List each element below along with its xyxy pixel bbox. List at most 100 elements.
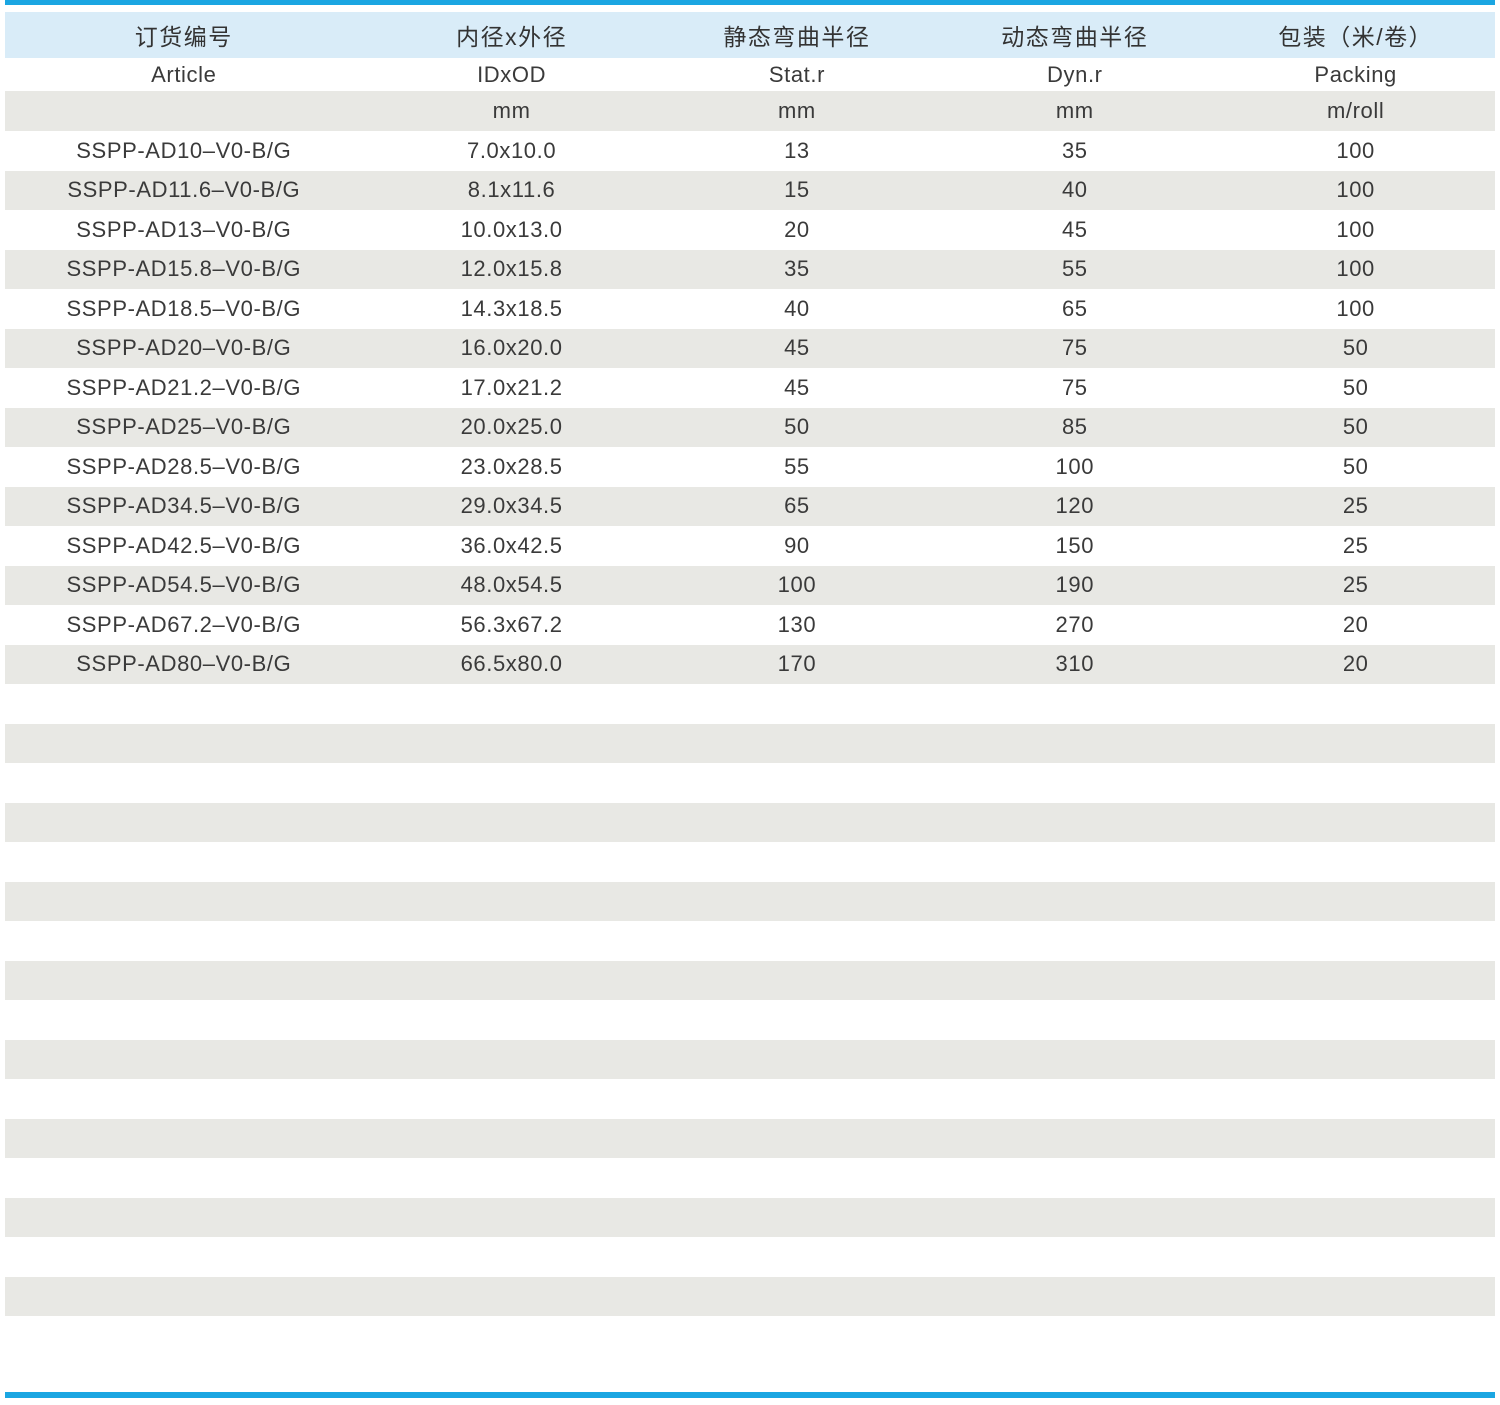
- table-row: SSPP-AD34.5–V0-B/G 29.0x34.5 65 120 25: [5, 486, 1495, 526]
- table-row: SSPP-AD67.2–V0-B/G 56.3x67.2 130 270 20: [5, 605, 1495, 645]
- table-row: SSPP-AD15.8–V0-B/G 12.0x15.8 35 55 100: [5, 249, 1495, 289]
- column-header-en-article: Article: [151, 61, 217, 87]
- cell-packing: 50: [1342, 374, 1369, 400]
- column-header-zh-dyn-r: 动态弯曲半径: [1001, 24, 1149, 50]
- cell-packing: 25: [1342, 572, 1369, 598]
- column-unit-dyn-r: mm: [1055, 98, 1094, 123]
- cell-dyn-r: 65: [1061, 295, 1088, 321]
- cell-packing: 50: [1342, 335, 1369, 361]
- cell-dyn-r: 120: [1055, 493, 1095, 519]
- table-row: SSPP-AD18.5–V0-B/G 14.3x18.5 40 65 100: [5, 289, 1495, 329]
- cell-dyn-r: 85: [1061, 414, 1088, 440]
- empty-row: [5, 1118, 1495, 1158]
- cell-article: SSPP-AD21.2–V0-B/G: [66, 374, 302, 400]
- cell-article: SSPP-AD28.5–V0-B/G: [66, 453, 302, 479]
- empty-row: [5, 921, 1495, 961]
- cell-stat-r: 45: [784, 374, 810, 400]
- cell-dyn-r: 270: [1055, 611, 1095, 637]
- cell-article: SSPP-AD42.5–V0-B/G: [66, 532, 302, 558]
- table-row: SSPP-AD10–V0-B/G 7.0x10.0 13 35 100: [5, 131, 1495, 171]
- bottom-accent-rule: [5, 1392, 1495, 1398]
- column-header-zh-idxod: 内径x外径: [456, 24, 568, 50]
- cell-idxod: 48.0x54.5: [460, 572, 563, 598]
- cell-stat-r: 15: [784, 177, 810, 203]
- cell-dyn-r: 310: [1055, 651, 1095, 677]
- cell-stat-r: 40: [784, 295, 810, 321]
- cell-stat-r: 50: [784, 414, 810, 440]
- cell-packing: 100: [1336, 295, 1375, 321]
- column-header-zh-packing: 包装（米/卷）: [1278, 24, 1434, 50]
- cell-dyn-r: 75: [1061, 335, 1088, 361]
- column-header-en-packing: Packing: [1314, 61, 1397, 87]
- empty-row: [5, 1197, 1495, 1237]
- column-unit-idxod: mm: [492, 98, 531, 123]
- column-header-en-stat-r: Stat.r: [768, 61, 826, 87]
- cell-stat-r: 35: [784, 256, 810, 282]
- table-row: SSPP-AD11.6–V0-B/G 8.1x11.6 15 40 100: [5, 170, 1495, 210]
- column-header-en-dyn-r: Dyn.r: [1047, 61, 1103, 87]
- table-row: SSPP-AD80–V0-B/G 66.5x80.0 170 310 20: [5, 644, 1495, 684]
- empty-row: [5, 881, 1495, 921]
- cell-packing: 50: [1342, 453, 1369, 479]
- cell-idxod: 12.0x15.8: [460, 256, 563, 282]
- cell-stat-r: 45: [784, 335, 810, 361]
- cell-idxod: 29.0x34.5: [460, 493, 563, 519]
- cell-stat-r: 170: [777, 651, 817, 677]
- cell-article: SSPP-AD25–V0-B/G: [76, 414, 292, 440]
- empty-row: [5, 1079, 1495, 1119]
- table-header-row-chinese: 订货编号 内径x外径 静态弯曲半径 动态弯曲半径 包装（米/卷）: [5, 12, 1495, 58]
- table-row: SSPP-AD42.5–V0-B/G 36.0x42.5 90 150 25: [5, 526, 1495, 566]
- bottom-spacer: [0, 1316, 1500, 1392]
- cell-packing: 20: [1342, 651, 1369, 677]
- column-header-zh-article: 订货编号: [134, 24, 233, 50]
- empty-row: [5, 960, 1495, 1000]
- cell-dyn-r: 45: [1061, 216, 1088, 242]
- cell-idxod: 20.0x25.0: [460, 414, 563, 440]
- cell-stat-r: 65: [784, 493, 810, 519]
- cell-article: SSPP-AD20–V0-B/G: [76, 335, 292, 361]
- cell-dyn-r: 75: [1061, 374, 1088, 400]
- cell-packing: 20: [1342, 611, 1369, 637]
- column-unit-packing: m/roll: [1326, 98, 1385, 123]
- cell-article: SSPP-AD54.5–V0-B/G: [66, 572, 302, 598]
- empty-row: [5, 842, 1495, 882]
- cell-idxod: 23.0x28.5: [460, 453, 563, 479]
- cell-stat-r: 90: [784, 532, 810, 558]
- empty-striped-rows: [5, 684, 1495, 1316]
- cell-article: SSPP-AD10–V0-B/G: [76, 137, 292, 163]
- cell-packing: 25: [1342, 532, 1369, 558]
- table-body: SSPP-AD10–V0-B/G 7.0x10.0 13 35 100 SSPP-AD11…: [5, 131, 1495, 684]
- cell-stat-r: 20: [784, 216, 810, 242]
- cell-idxod: 16.0x20.0: [460, 335, 563, 361]
- cell-dyn-r: 40: [1061, 177, 1088, 203]
- column-header-zh-stat-r: 静态弯曲半径: [723, 24, 871, 50]
- table-row: SSPP-AD21.2–V0-B/G 17.0x21.2 45 75 50: [5, 368, 1495, 408]
- empty-row: [5, 723, 1495, 763]
- cell-dyn-r: 190: [1055, 572, 1095, 598]
- cell-article: SSPP-AD13–V0-B/G: [76, 216, 292, 242]
- cell-packing: 100: [1336, 256, 1375, 282]
- cell-article: SSPP-AD11.6–V0-B/G: [67, 177, 301, 203]
- column-unit-stat-r: mm: [777, 98, 816, 123]
- cell-stat-r: 13: [784, 137, 810, 163]
- cell-stat-r: 130: [777, 611, 817, 637]
- header-gap: [0, 5, 1500, 12]
- table-header-row-units: mm mm mm m/roll: [5, 91, 1495, 131]
- cell-dyn-r: 35: [1061, 137, 1088, 163]
- empty-row: [5, 1237, 1495, 1277]
- cell-packing: 100: [1336, 137, 1375, 163]
- cell-packing: 100: [1336, 216, 1375, 242]
- empty-row: [5, 1039, 1495, 1079]
- table-header-row-english: Article IDxOD Stat.r Dyn.r Packing: [5, 58, 1495, 91]
- empty-row: [5, 1000, 1495, 1040]
- cell-idxod: 36.0x42.5: [460, 532, 563, 558]
- column-header-en-idxod: IDxOD: [477, 61, 547, 87]
- table-row: SSPP-AD13–V0-B/G 10.0x13.0 20 45 100: [5, 210, 1495, 250]
- cell-article: SSPP-AD18.5–V0-B/G: [66, 295, 302, 321]
- cell-stat-r: 100: [777, 572, 817, 598]
- cell-article: SSPP-AD80–V0-B/G: [76, 651, 292, 677]
- cell-idxod: 17.0x21.2: [460, 374, 563, 400]
- empty-row: [5, 1276, 1495, 1316]
- empty-row: [5, 684, 1495, 724]
- cell-article: SSPP-AD34.5–V0-B/G: [66, 493, 302, 519]
